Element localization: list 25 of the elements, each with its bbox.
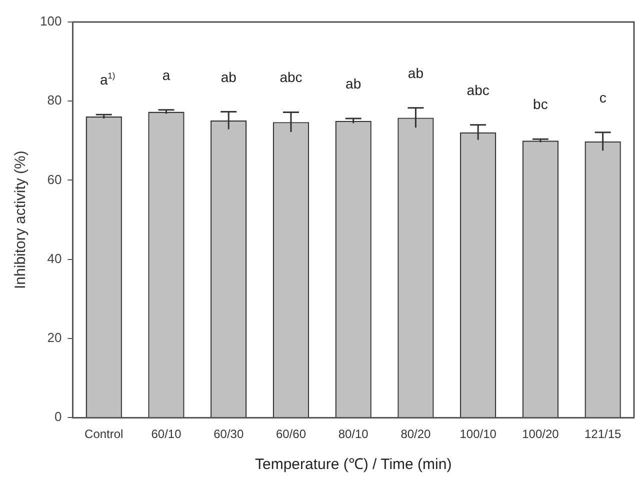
annotation: bc [533, 96, 548, 112]
y-tick-label: 60 [47, 172, 62, 187]
annotation: c [599, 89, 606, 106]
x-tick-label: 80/10 [338, 427, 369, 442]
y-tick-label: 0 [54, 409, 62, 424]
y-axis-title: Inhibitory activity (%) [12, 150, 30, 289]
x-tick-label: 60/30 [214, 427, 244, 442]
x-tick-label: 121/15 [584, 427, 622, 442]
x-tick-label: 80/20 [400, 427, 432, 442]
y-tick-label: 40 [47, 250, 62, 266]
y-tick-label: 20 [47, 330, 62, 346]
x-axis-title: Temperature (℃) / Time (min) [254, 456, 452, 474]
y-tick-label: 100 [40, 14, 62, 29]
x-tick-label: 100/20 [522, 427, 560, 442]
annotation: ab [220, 68, 237, 85]
x-tick-label: Control [84, 427, 124, 442]
annotation: ab [346, 76, 362, 92]
annotation: a [162, 66, 170, 83]
x-tick-label: 100/10 [460, 427, 497, 442]
annotation: ab [408, 64, 424, 81]
annotation: abc [280, 69, 302, 86]
x-tick-label: 60/10 [151, 427, 182, 442]
x-tick-label: 60/60 [276, 427, 306, 442]
annotation: abc [466, 82, 490, 98]
y-tick-label: 80 [47, 92, 62, 108]
